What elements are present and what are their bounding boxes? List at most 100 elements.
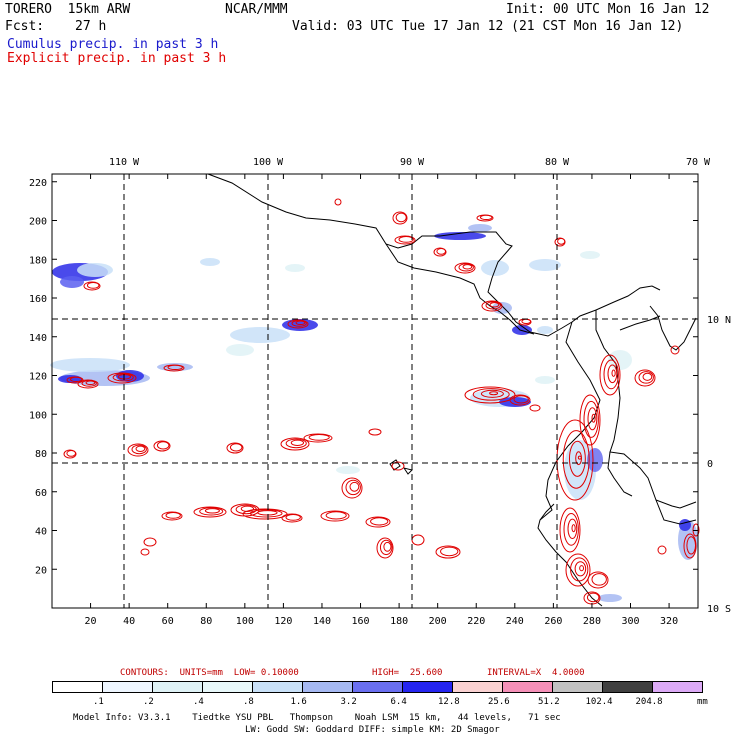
precip-area bbox=[529, 259, 561, 271]
precip-contour bbox=[127, 443, 149, 457]
precip-contour bbox=[489, 391, 499, 396]
precip-contour bbox=[607, 364, 618, 384]
longitude-label: 80 W bbox=[545, 157, 570, 168]
precip-contour bbox=[153, 440, 171, 452]
precip-contour bbox=[464, 386, 516, 404]
x-tick-label: 300 bbox=[621, 616, 639, 627]
colorbar-swatch bbox=[552, 681, 603, 693]
colorbar-swatch bbox=[502, 681, 553, 693]
precip-contour bbox=[454, 262, 476, 274]
precip-contour bbox=[479, 214, 493, 221]
model-title: TORERO 15km ARW bbox=[5, 2, 131, 17]
precip-contour bbox=[349, 481, 360, 492]
y-tick-label: 160 bbox=[29, 294, 47, 305]
precip-contour bbox=[559, 507, 581, 553]
cumulus-precip-legend: Cumulus precip. in past 3 h bbox=[7, 37, 219, 52]
precip-contour bbox=[458, 263, 474, 272]
x-tick-label: 60 bbox=[162, 616, 174, 627]
precip-contour bbox=[199, 507, 224, 516]
precip-contour bbox=[587, 571, 609, 589]
precip-contour bbox=[568, 440, 586, 477]
precip-area bbox=[336, 466, 360, 474]
precip-contour bbox=[86, 282, 100, 289]
precip-contour bbox=[562, 430, 590, 489]
precip-contour bbox=[345, 479, 361, 496]
y-tick-label: 220 bbox=[29, 178, 47, 189]
precip-contour bbox=[579, 565, 585, 572]
precip-contour bbox=[376, 537, 394, 559]
precip-contour bbox=[295, 320, 306, 326]
precip-contour bbox=[394, 235, 416, 245]
y-tick-label: 60 bbox=[35, 488, 47, 499]
x-tick-label: 100 bbox=[236, 616, 254, 627]
precip-contour bbox=[165, 512, 181, 519]
precip-contour bbox=[603, 359, 619, 390]
y-tick-label: 120 bbox=[29, 372, 47, 383]
precip-contour bbox=[563, 513, 579, 546]
longitude-label: 110 W bbox=[109, 157, 140, 168]
precip-area bbox=[492, 302, 512, 314]
precip-contour bbox=[365, 516, 391, 528]
precip-contour bbox=[143, 537, 157, 547]
precip-contour bbox=[435, 545, 461, 559]
y-tick-label: 140 bbox=[29, 333, 47, 344]
x-tick-label: 200 bbox=[429, 616, 447, 627]
colorbar-swatch bbox=[252, 681, 303, 693]
colorbar-swatch bbox=[202, 681, 253, 693]
precip-contour bbox=[287, 319, 309, 329]
x-tick-label: 180 bbox=[390, 616, 408, 627]
x-tick-label: 40 bbox=[123, 616, 135, 627]
colorbar-swatch bbox=[652, 681, 703, 693]
precip-contour bbox=[583, 400, 599, 438]
precip-contour bbox=[379, 539, 393, 556]
precip-contour bbox=[193, 506, 227, 518]
precip-contour bbox=[579, 394, 601, 446]
precip-area bbox=[226, 344, 254, 356]
y-tick-label: 40 bbox=[35, 527, 47, 538]
latitude-label: 10 S bbox=[707, 604, 731, 615]
precip-contour bbox=[509, 394, 531, 406]
colorbar-tick-label: 51.2 bbox=[538, 697, 560, 707]
precip-area bbox=[50, 358, 130, 372]
precip-area bbox=[468, 224, 492, 232]
precip-contour bbox=[440, 546, 459, 557]
precip-contour bbox=[481, 300, 503, 312]
y-tick-label: 200 bbox=[29, 217, 47, 228]
precip-contour bbox=[308, 434, 330, 441]
precip-contour bbox=[599, 354, 621, 396]
precip-contour bbox=[290, 439, 305, 446]
precip-contour bbox=[391, 461, 405, 471]
precip-contour bbox=[586, 592, 600, 603]
colorbar-tick-label: 204.8 bbox=[635, 697, 663, 707]
precip-contour bbox=[433, 247, 447, 257]
precip-area bbox=[679, 519, 691, 531]
precip-contour bbox=[226, 442, 244, 454]
precip-contour bbox=[325, 511, 347, 520]
precip-area bbox=[230, 327, 290, 343]
precip-area bbox=[60, 276, 84, 288]
precip-contour bbox=[565, 553, 591, 587]
precip-contour bbox=[395, 212, 407, 223]
precip-contour bbox=[303, 433, 333, 443]
precip-contour bbox=[341, 477, 363, 499]
precip-area bbox=[481, 260, 509, 276]
colorbar-tick-label: 25.6 bbox=[488, 697, 510, 707]
precip-contour bbox=[320, 510, 350, 522]
explicit-precip-contours bbox=[63, 198, 700, 605]
precip-contour bbox=[156, 441, 170, 450]
precip-contour bbox=[392, 211, 408, 225]
x-tick-label: 240 bbox=[506, 616, 524, 627]
precip-contour bbox=[462, 264, 473, 270]
precip-contour bbox=[368, 428, 382, 436]
longitude-label: 90 W bbox=[400, 157, 425, 168]
colorbar-swatch bbox=[302, 681, 353, 693]
precip-contour bbox=[485, 301, 501, 310]
y-tick-label: 100 bbox=[29, 410, 47, 421]
precip-contour bbox=[591, 573, 607, 586]
precip-area bbox=[77, 263, 113, 277]
precip-contour bbox=[66, 450, 77, 457]
x-tick-label: 120 bbox=[274, 616, 292, 627]
model-info-line2: LW: Godd SW: Goddard DIFF: simple KM: 2D… bbox=[245, 725, 500, 735]
precip-contour bbox=[567, 518, 578, 539]
